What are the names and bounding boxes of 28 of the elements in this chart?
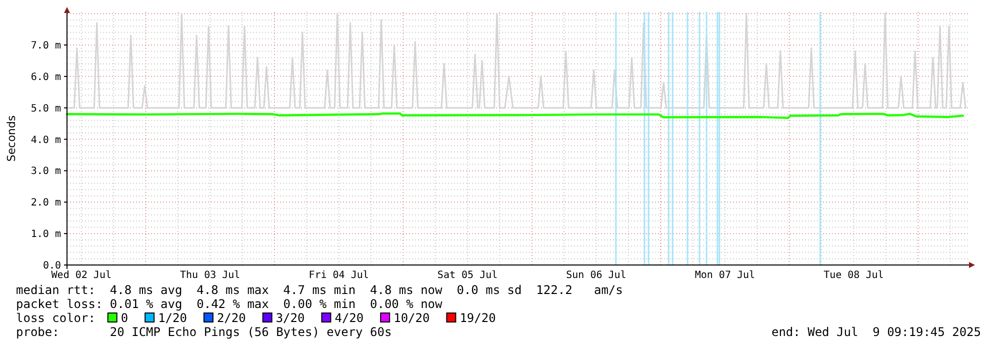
legend-label: 0 [120,311,128,325]
y-tick-label: 6.0 m [30,72,61,83]
legend-label: 3/20 [276,311,305,325]
text: median rtt: 4.8 ms avg 4.8 ms max 4.7 ms min 4.8 ms now 0.0 ms sd 122.2 am/s [16,283,623,297]
x-tick-label: Fri 04 Jul [308,270,369,281]
legend-label: 10/20 [394,311,430,325]
x-tick-label: Mon 07 Jul [694,270,756,281]
legend-label: 19/20 [460,311,496,325]
y-tick-label: 2.0 m [30,198,61,209]
text: probe: 20 ICMP Echo Pings (56 Bytes) every 60s [16,325,392,339]
text: end: Wed Jul 9 09:19:45 2025 [771,325,981,339]
legend-label: 1/20 [158,311,187,325]
y-tick-label: 1.0 m [30,229,61,240]
legend-label: 2/20 [216,311,246,325]
y-tick-label: 4.0 m [30,134,61,146]
x-tick-label: Sat 05 Jul [437,270,498,281]
x-tick-label: Tue 08 Jul [824,270,884,281]
y-tick-label: 3.0 m [30,166,61,178]
x-tick-label: Thu 03 Jul [180,270,240,281]
x-tick-label: Wed 02 Jul [51,270,112,281]
y-tick-label: 7.0 m [30,40,61,52]
y-tick-label: 0.0 [42,260,61,272]
legend-label: 4/20 [334,311,364,325]
text: packet loss: 0.01 % avg 0.42 % max 0.00 % min 0.00 % now [16,297,444,311]
x-tick-label: Sun 06 Jul [566,270,626,281]
y-tick-label: 5.0 m [30,103,61,114]
y-axis-title: Seconds [5,115,18,162]
legend-title: loss color: [16,311,96,325]
